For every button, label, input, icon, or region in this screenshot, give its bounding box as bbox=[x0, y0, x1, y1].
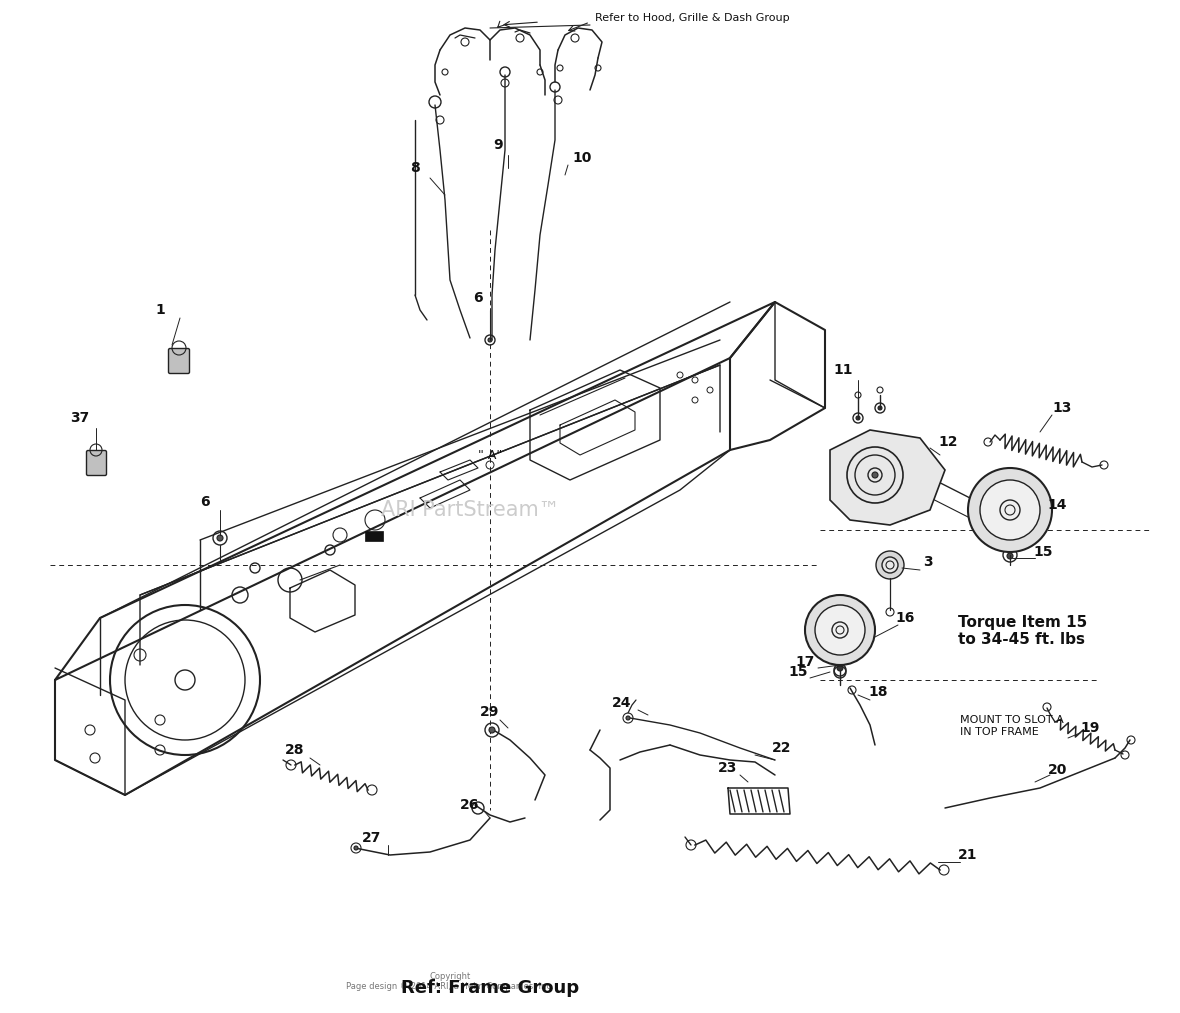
Text: 13: 13 bbox=[1053, 401, 1071, 415]
Text: 16: 16 bbox=[896, 611, 914, 625]
Circle shape bbox=[878, 406, 881, 410]
Text: 10: 10 bbox=[572, 151, 591, 165]
Text: Copyright
Page design © 2014 ARI, a Helm Companies, Inc.: Copyright Page design © 2014 ARI, a Helm… bbox=[346, 972, 553, 992]
Polygon shape bbox=[830, 430, 945, 525]
Text: Ref: Frame Group: Ref: Frame Group bbox=[401, 979, 579, 997]
Text: " A": " A" bbox=[478, 449, 503, 462]
Text: 20: 20 bbox=[1048, 763, 1068, 777]
Circle shape bbox=[489, 338, 492, 342]
Text: 15: 15 bbox=[1034, 545, 1053, 559]
Circle shape bbox=[881, 557, 898, 573]
Circle shape bbox=[1007, 553, 1012, 559]
Text: 28: 28 bbox=[286, 743, 304, 757]
Text: 6: 6 bbox=[473, 291, 483, 305]
Text: 26: 26 bbox=[460, 798, 480, 812]
FancyBboxPatch shape bbox=[169, 348, 190, 374]
Text: 3: 3 bbox=[923, 555, 933, 569]
Text: ARI PartStream™: ARI PartStream™ bbox=[381, 500, 559, 520]
Text: 23: 23 bbox=[719, 761, 738, 775]
Circle shape bbox=[627, 716, 630, 720]
Text: 18: 18 bbox=[868, 685, 887, 699]
Circle shape bbox=[856, 392, 861, 398]
Text: 8: 8 bbox=[411, 161, 420, 175]
Text: 21: 21 bbox=[958, 848, 978, 862]
Text: 17: 17 bbox=[795, 655, 814, 669]
Text: 27: 27 bbox=[362, 831, 381, 845]
Circle shape bbox=[489, 727, 494, 733]
Circle shape bbox=[968, 468, 1053, 552]
Circle shape bbox=[847, 447, 903, 503]
Circle shape bbox=[872, 472, 878, 478]
Text: 19: 19 bbox=[1081, 721, 1100, 735]
Text: 14: 14 bbox=[1048, 498, 1067, 512]
Circle shape bbox=[805, 595, 876, 665]
Circle shape bbox=[815, 605, 865, 655]
Circle shape bbox=[981, 480, 1040, 540]
Text: 24: 24 bbox=[612, 696, 631, 710]
Circle shape bbox=[877, 387, 883, 393]
Text: 11: 11 bbox=[833, 363, 853, 377]
FancyBboxPatch shape bbox=[86, 451, 106, 475]
Text: 37: 37 bbox=[71, 411, 90, 425]
Text: Torque Item 15
to 34-45 ft. lbs: Torque Item 15 to 34-45 ft. lbs bbox=[958, 615, 1087, 647]
Text: MOUNT TO SLOT A
IN TOP FRAME: MOUNT TO SLOT A IN TOP FRAME bbox=[961, 715, 1063, 736]
Text: 12: 12 bbox=[938, 435, 958, 449]
Circle shape bbox=[354, 846, 358, 850]
Text: 6: 6 bbox=[201, 495, 210, 509]
Text: 1: 1 bbox=[155, 303, 165, 317]
Text: 29: 29 bbox=[480, 705, 499, 719]
Text: Refer to Hood, Grille & Dash Group: Refer to Hood, Grille & Dash Group bbox=[595, 13, 789, 23]
Text: 15: 15 bbox=[788, 665, 808, 679]
Text: 22: 22 bbox=[772, 741, 792, 755]
Circle shape bbox=[217, 535, 223, 541]
Circle shape bbox=[876, 551, 904, 579]
Bar bbox=[365, 531, 384, 541]
Circle shape bbox=[837, 665, 843, 671]
Circle shape bbox=[856, 416, 860, 420]
Text: 9: 9 bbox=[493, 138, 503, 152]
